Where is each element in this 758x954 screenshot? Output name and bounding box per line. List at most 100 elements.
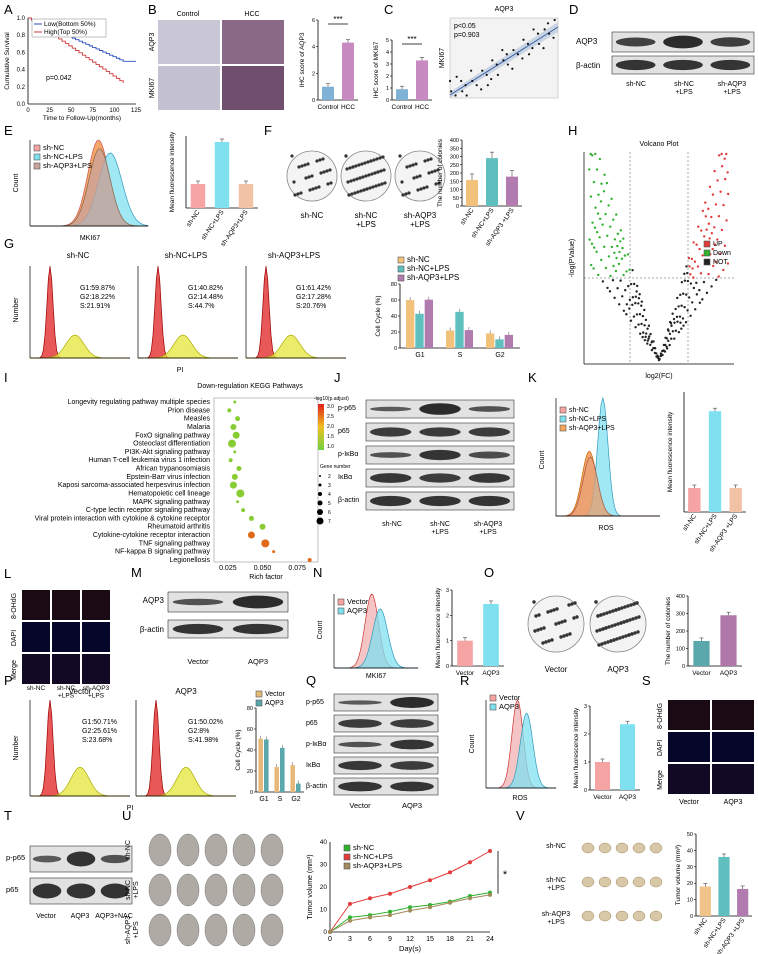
volcano-point (595, 250, 598, 254)
volcano-point (637, 302, 640, 305)
y-tick-label: 2 (446, 613, 449, 619)
y-tick-label: 40 (320, 839, 328, 846)
pathway-label: Rheumatoid arthritis (147, 524, 210, 531)
y-tick-label: 0 (312, 98, 315, 104)
volcano-point (714, 278, 718, 282)
bar-sh-NC (688, 488, 701, 512)
pathway-dot (232, 431, 240, 439)
volcano-point (646, 342, 649, 345)
band (468, 495, 511, 507)
y-tick-label: 0 (394, 346, 397, 352)
colony (319, 171, 323, 175)
x-tick-label: HCC (341, 104, 355, 111)
mouse-image (204, 833, 228, 867)
volcano-point (707, 272, 710, 276)
scatter-point (547, 32, 551, 35)
volcano-point (673, 337, 676, 340)
pathway-label: NF-kappa B signaling pathway (115, 549, 210, 556)
volcano-point (635, 313, 639, 316)
volcano-point (598, 157, 602, 161)
size-tick: 3 (328, 483, 331, 489)
colony (567, 603, 571, 607)
band (100, 883, 130, 899)
dish-label: sh-NC +LPS (355, 211, 378, 229)
lane-label: sh-AQP3 +LPS (718, 81, 747, 96)
volcano-point (693, 260, 697, 263)
colony (365, 187, 369, 191)
volcano-point (603, 245, 606, 249)
bar-sh-NC+LPS (718, 856, 730, 916)
volcano-point (628, 268, 631, 271)
volcano-point (646, 339, 650, 342)
cycle-stat: S:41.98% (188, 737, 218, 744)
blot-label: β-actin (140, 625, 164, 634)
pathway-label: PI3K-Akt signaling pathway (125, 449, 211, 456)
colony (565, 633, 569, 637)
series-point (348, 915, 352, 920)
y-tick-label: 40 (247, 748, 253, 754)
volcano-point (616, 232, 620, 236)
series-point (408, 885, 412, 889)
legend-label: AQP3 (265, 700, 284, 707)
volcano-point (594, 206, 597, 209)
legend-label: sh-NC (353, 843, 375, 852)
band (172, 598, 224, 606)
panel-letter-T: T (4, 808, 12, 823)
legend-label: sh-AQP3+LPS (43, 161, 92, 170)
volcano-point (625, 303, 629, 306)
volcano-point (685, 293, 688, 296)
col-label: sh-NC +LPS (57, 685, 76, 700)
bar-S-sh-AQP3+LPS (464, 330, 473, 348)
y-axis-title: -log(PValue) (569, 239, 576, 277)
y-tick-label: 300 (450, 155, 459, 161)
ihc-hcc-mki67 (222, 66, 284, 110)
pathway-label: C-type lectin receptor signaling pathway (86, 507, 211, 514)
series-point (448, 870, 452, 875)
volcano-point (713, 169, 716, 173)
colony (425, 185, 429, 189)
scatter-point (505, 53, 508, 56)
band (419, 427, 461, 437)
volcano-point (672, 317, 676, 321)
x-tick-label: AQP3 (720, 670, 738, 677)
colony (632, 602, 636, 606)
volcano-point (597, 273, 600, 277)
series-point (488, 892, 492, 897)
colony (596, 614, 600, 618)
colony (325, 169, 329, 173)
size-tick: 5 (328, 501, 331, 507)
colony (562, 634, 566, 638)
colony (610, 624, 614, 628)
volcano-point (613, 296, 616, 300)
if-image (712, 700, 754, 730)
volcano-point (608, 290, 612, 293)
pathway-label: Viral protein interaction with cytokine … (35, 515, 211, 522)
size-tick: 4 (328, 492, 331, 498)
cycle-title: AQP3 (175, 687, 197, 696)
row-label: sh-NC+LPS (546, 877, 566, 892)
volcano-point (605, 181, 609, 185)
volcano-point (670, 337, 673, 340)
bar-G2-sh-NC (486, 333, 495, 348)
volcano-point (717, 275, 720, 278)
volcano-point (679, 321, 682, 324)
cycle-stat: G1:61.42% (296, 285, 331, 292)
legend-swatch (703, 249, 711, 257)
volcano-point (629, 319, 633, 322)
volcano-point (681, 317, 685, 320)
pathway-label: Malaria (187, 424, 210, 431)
color-tick: 3.0 (327, 404, 334, 410)
colony (570, 602, 574, 606)
volcano-point (723, 177, 727, 181)
pathway-label: Legionellosis (170, 557, 211, 564)
scatter-point (480, 88, 483, 91)
colony (544, 640, 548, 644)
y-tick-label: 1 (446, 639, 449, 645)
panel-letter-V: V (516, 808, 525, 823)
volcano-point (725, 152, 728, 156)
cycle-stat: G2:17.28% (296, 294, 331, 301)
colony (539, 627, 543, 631)
volcano-point (702, 280, 706, 284)
band (369, 406, 412, 412)
